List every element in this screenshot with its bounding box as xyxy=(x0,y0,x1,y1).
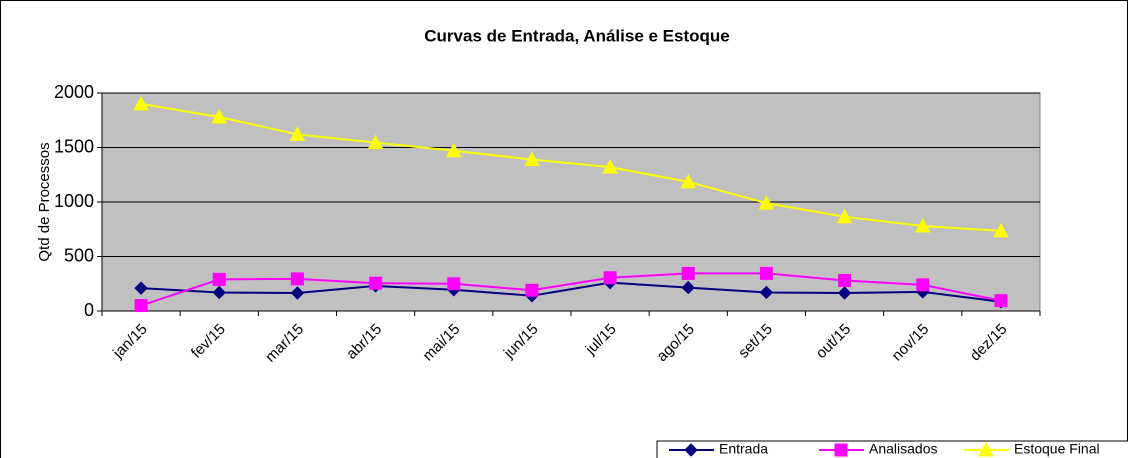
marker xyxy=(212,285,226,300)
marker xyxy=(836,208,853,224)
marker xyxy=(681,280,695,295)
legend: Entrada Analisados Estoque Final xyxy=(656,440,1128,458)
marker xyxy=(994,294,1008,308)
series-line xyxy=(140,272,1002,307)
marker xyxy=(447,277,461,291)
marker xyxy=(133,95,149,111)
legend-label: Entrada xyxy=(719,441,768,457)
chart-title: Curvas de Entrada, Análise e Estoque xyxy=(424,26,729,45)
marker xyxy=(680,173,697,189)
marker xyxy=(681,266,695,280)
y-tick-label: 1500 xyxy=(54,136,94,156)
y-axis-label: Qtd de Processos xyxy=(36,142,53,261)
legend-box xyxy=(656,440,1128,458)
marker xyxy=(525,283,539,297)
marker xyxy=(211,108,228,124)
marker xyxy=(290,286,305,300)
marker xyxy=(367,134,384,150)
series-line xyxy=(141,281,1002,303)
y-tick-label: 500 xyxy=(64,245,94,265)
marker xyxy=(993,222,1009,238)
marker xyxy=(602,159,618,174)
marker xyxy=(684,443,698,457)
marker xyxy=(758,195,775,210)
marker xyxy=(759,266,773,280)
marker xyxy=(838,273,852,287)
marker xyxy=(445,142,462,158)
marker xyxy=(837,286,852,300)
marker xyxy=(916,278,930,292)
legend-label: Analisados xyxy=(869,441,938,457)
y-tick-label: 2000 xyxy=(54,82,94,102)
marker xyxy=(603,271,617,285)
marker xyxy=(134,299,148,313)
marker xyxy=(914,217,931,233)
marker xyxy=(978,441,994,457)
marker xyxy=(369,276,383,290)
marker xyxy=(759,285,774,300)
marker xyxy=(834,443,848,457)
legend-label: Estoque Final xyxy=(1014,441,1100,457)
marker xyxy=(524,151,540,166)
marker xyxy=(289,126,306,141)
marker xyxy=(212,272,226,286)
y-tick-label: 1000 xyxy=(54,191,94,211)
marker xyxy=(290,272,304,286)
series-line xyxy=(140,102,1001,232)
y-tick-label: 0 xyxy=(84,300,94,320)
marker xyxy=(134,281,148,295)
